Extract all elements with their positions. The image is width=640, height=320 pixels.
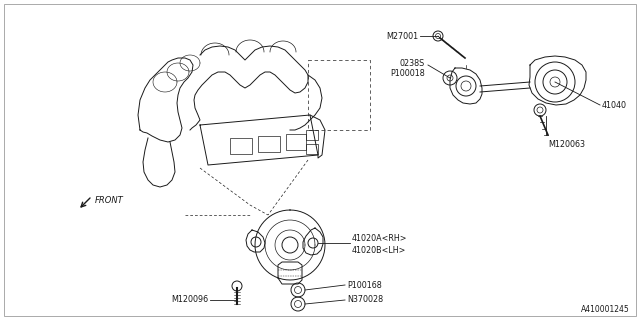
Text: P100018: P100018 <box>390 68 425 77</box>
Bar <box>258 136 280 152</box>
Text: M120063: M120063 <box>548 140 585 149</box>
Bar <box>306 130 318 140</box>
Bar <box>230 138 252 154</box>
Text: 41020A<RH>: 41020A<RH> <box>352 234 408 243</box>
Bar <box>286 134 306 150</box>
Text: 0238S: 0238S <box>400 59 425 68</box>
Text: P100168: P100168 <box>347 281 381 290</box>
Text: A410001245: A410001245 <box>581 305 630 314</box>
Text: 41040: 41040 <box>602 100 627 109</box>
Text: M120096: M120096 <box>171 295 208 305</box>
Text: FRONT: FRONT <box>95 196 124 204</box>
Text: M27001: M27001 <box>386 31 418 41</box>
Bar <box>306 144 318 154</box>
Text: 41020B<LH>: 41020B<LH> <box>352 245 406 254</box>
Text: N370028: N370028 <box>347 295 383 305</box>
